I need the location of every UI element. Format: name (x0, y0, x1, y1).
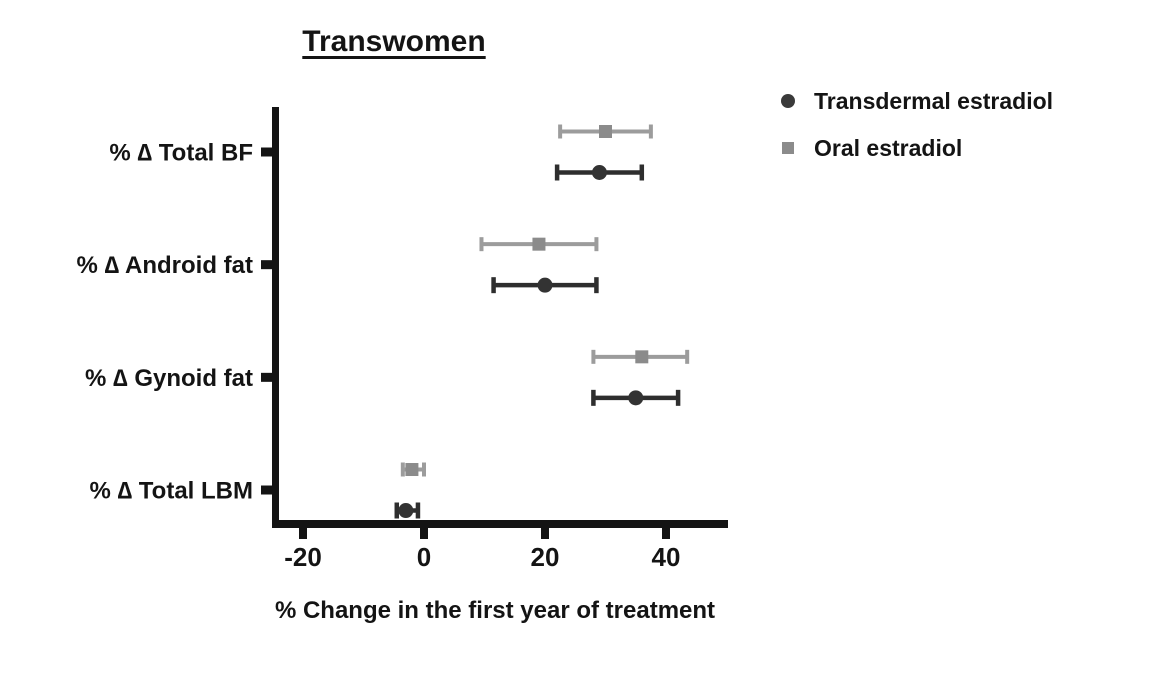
x-axis-tick-label: 20 (531, 542, 560, 572)
data-point-circle (591, 165, 607, 180)
data-point-square (635, 350, 649, 364)
y-axis-tick (261, 485, 272, 495)
circle-marker-icon (781, 94, 795, 108)
y-axis-category-label: % ∆ Android fat (77, 252, 253, 279)
x-axis-tick-label: 40 (652, 542, 681, 572)
data-point-circle (398, 503, 414, 519)
y-axis-category-label: % ∆ Total BF (109, 140, 253, 167)
legend-item-transdermal-estradiol: Transdermal estradiol (781, 88, 1053, 114)
x-axis-tick-label: -20 (284, 542, 322, 572)
data-point-circle (537, 277, 553, 293)
data-point-circle (628, 390, 644, 406)
legend-label-transdermal: Transdermal estradiol (814, 88, 1054, 114)
x-axis-line (272, 520, 728, 528)
data-point-square (405, 463, 419, 477)
y-axis-tick (261, 372, 272, 382)
legend-item-oral-estradiol: Oral estradiol (781, 135, 962, 161)
x-axis-title: % Change in the first year of treatment (274, 597, 716, 624)
y-axis-category-label: % ∆ Gynoid fat (85, 365, 253, 392)
x-axis-tick (541, 528, 549, 539)
y-axis-line (272, 107, 279, 528)
y-axis-tick (261, 147, 272, 157)
x-axis-tick-label: 0 (417, 542, 431, 572)
x-axis-tick (662, 528, 670, 539)
y-axis-tick (261, 260, 272, 270)
data-point-square (599, 125, 612, 138)
y-axis-category-label: % ∆ Total LBM (89, 478, 253, 505)
data-point-square (532, 237, 546, 251)
square-marker-icon (781, 141, 795, 155)
x-axis-tick (299, 528, 307, 539)
legend-label-oral: Oral estradiol (814, 135, 963, 161)
chart-title: Transwomen (302, 25, 486, 58)
x-axis-tick (420, 528, 428, 539)
